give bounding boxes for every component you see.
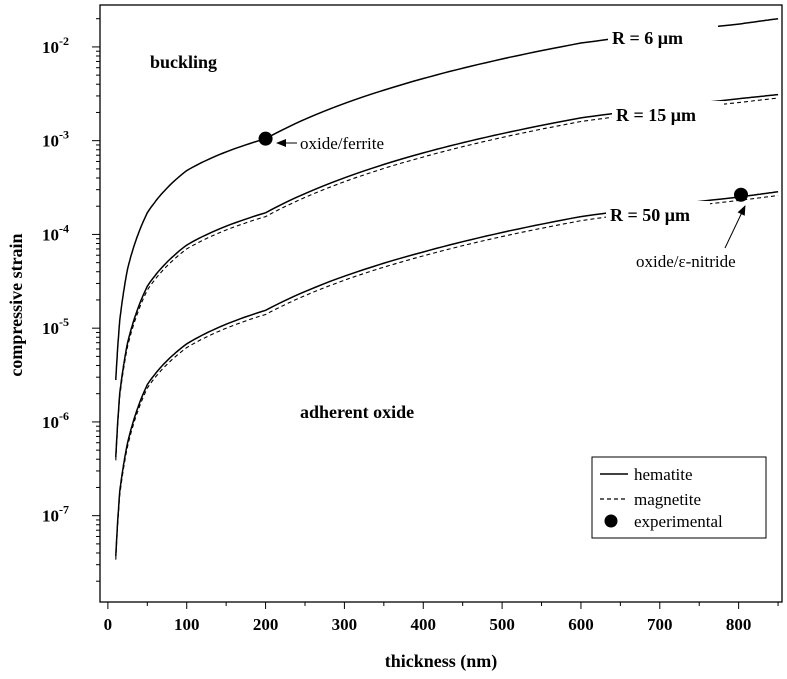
legend: hematite magnetite experimental bbox=[591, 456, 767, 539]
x-tick-label: 600 bbox=[568, 615, 594, 634]
series-line-hematite bbox=[115, 93, 779, 458]
y-tick-label: 10-4 bbox=[42, 221, 69, 244]
x-tick-label: 0 bbox=[104, 615, 113, 634]
series-line-hematite bbox=[115, 17, 779, 381]
experimental-points bbox=[258, 131, 749, 202]
curve-label-r6: R = 6 μm bbox=[612, 28, 683, 48]
x-axis-ticks: 0 100 200 300 400 500 600 700 800 bbox=[104, 602, 779, 634]
experimental-point bbox=[258, 131, 273, 146]
y-axis-title: compressive strain bbox=[6, 233, 26, 376]
y-tick-label: 10-2 bbox=[42, 34, 69, 57]
series-line-magnetite bbox=[115, 97, 779, 461]
curve-label-r50: R = 50 μm bbox=[610, 205, 690, 225]
legend-label-hematite: hematite bbox=[634, 465, 693, 484]
y-tick-label: 10-5 bbox=[42, 315, 69, 338]
x-axis-title: thickness (nm) bbox=[385, 651, 498, 672]
y-tick-label: 10-3 bbox=[42, 128, 69, 151]
y-axis-ticks: 10-7 10-6 10-5 10-4 10-3 10-2 bbox=[42, 18, 100, 582]
x-tick-label: 200 bbox=[253, 615, 279, 634]
y-tick-label: 10-7 bbox=[42, 503, 69, 526]
curve-label-r15: R = 15 μm bbox=[616, 105, 696, 125]
annotation-oxide-ferrite: oxide/ferrite bbox=[300, 134, 384, 153]
region-label-adherent-oxide: adherent oxide bbox=[300, 402, 414, 422]
x-tick-label: 800 bbox=[726, 615, 752, 634]
legend-label-experimental: experimental bbox=[634, 512, 723, 531]
plot-frame bbox=[99, 4, 783, 603]
x-tick-label: 500 bbox=[489, 615, 515, 634]
x-tick-label: 400 bbox=[411, 615, 437, 634]
arrow-oxide-nitride bbox=[724, 205, 746, 249]
x-tick-label: 700 bbox=[647, 615, 673, 634]
x-tick-label: 100 bbox=[174, 615, 200, 634]
legend-marker-experimental bbox=[604, 514, 618, 528]
experimental-point bbox=[734, 187, 749, 202]
region-label-buckling: buckling bbox=[150, 52, 217, 72]
y-tick-label: 10-6 bbox=[42, 409, 69, 432]
legend-label-magnetite: magnetite bbox=[634, 490, 701, 509]
x-tick-label: 300 bbox=[332, 615, 358, 634]
annotation-oxide-nitride: oxide/ε-nitride bbox=[636, 252, 736, 271]
legend-box bbox=[591, 456, 767, 539]
